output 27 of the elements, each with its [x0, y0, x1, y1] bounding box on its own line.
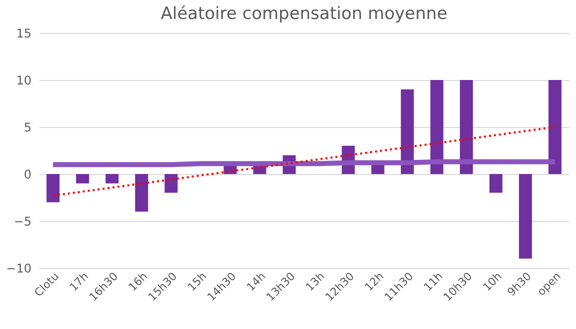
- x-tick-label: 15h: [185, 270, 210, 294]
- x-tick-label: 12h: [362, 270, 386, 294]
- bar: [430, 80, 444, 174]
- bar: [548, 80, 562, 174]
- x-tick-label: 16h: [126, 270, 150, 294]
- y-tick-label: 15: [16, 26, 32, 40]
- y-tick-label: 10: [16, 74, 32, 88]
- x-tick-label: 17h: [67, 270, 92, 294]
- bar: [489, 174, 502, 193]
- y-tick-label: 5: [24, 120, 32, 134]
- y-tick-label: −5: [14, 214, 32, 228]
- bar: [518, 174, 532, 259]
- bar: [371, 164, 384, 174]
- bar: [460, 80, 473, 174]
- bar: [164, 174, 178, 193]
- x-tick-label: 10h: [480, 270, 504, 294]
- y-tick-label: 0: [24, 168, 32, 182]
- x-tick-label: 14h: [244, 270, 268, 294]
- chart-title: Aléatoire compensation moyenne: [160, 4, 448, 24]
- bar: [400, 89, 414, 174]
- y-tick-label: −10: [6, 262, 32, 276]
- bar: [106, 174, 119, 184]
- x-tick-label: 13h: [303, 270, 328, 294]
- x-tick-label: 11h: [421, 270, 446, 294]
- bar: [76, 174, 90, 184]
- bar: [46, 174, 60, 202]
- bar: [135, 174, 148, 212]
